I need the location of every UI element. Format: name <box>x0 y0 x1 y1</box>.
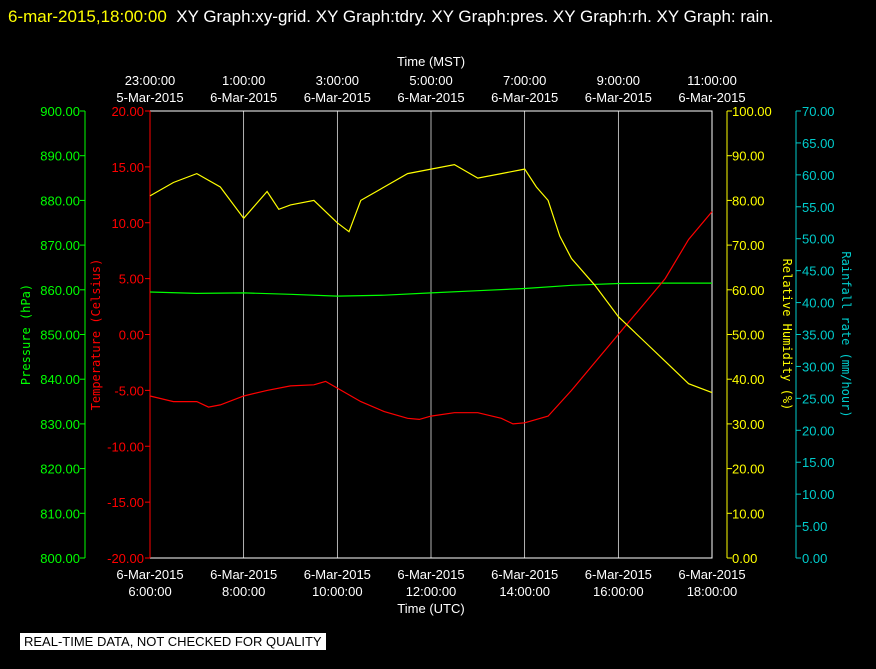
x-bottom-axis-title: Time (UTC) <box>397 601 464 616</box>
series-lines <box>149 163 713 425</box>
humidity-tick-label: 0.00 <box>732 551 757 566</box>
rainfall-tick-label: 60.00 <box>802 168 835 183</box>
humidity-series-line <box>149 163 713 394</box>
x-bottom-tick-date: 6-Mar-2015 <box>210 567 277 582</box>
humidity-tick-label: 30.00 <box>732 417 765 432</box>
rainfall-axis-title: Rainfall rate (mm/hour) <box>839 251 853 417</box>
humidity-tick-label: 100.00 <box>732 104 772 119</box>
rainfall-tick-label: 55.00 <box>802 200 835 215</box>
rainfall-tick-label: 45.00 <box>802 264 835 279</box>
temperature-tick-label: 15.00 <box>111 160 144 175</box>
graph-title: 6-mar-2015,18:00:00 XY Graph:xy-grid. XY… <box>8 2 868 31</box>
humidity-axis-title: Relative Humidity (%) <box>780 259 794 411</box>
quality-disclaimer: REAL-TIME DATA, NOT CHECKED FOR QUALITY <box>20 633 326 650</box>
rainfall-tick-label: 15.00 <box>802 455 835 470</box>
rainfall-tick-label: 40.00 <box>802 296 835 311</box>
temperature-tick-label: -5.00 <box>114 383 144 398</box>
x-top-tick-time: 3:00:00 <box>316 73 359 88</box>
temperature-tick-label: 0.00 <box>119 328 144 343</box>
x-bottom-tick-date: 6-Mar-2015 <box>116 567 183 582</box>
humidity-tick-label: 10.00 <box>732 506 765 521</box>
pressure-tick-label: 870.00 <box>40 238 80 253</box>
rainfall-tick-label: 70.00 <box>802 104 835 119</box>
pressure-axis-title: Pressure (hPa) <box>19 284 33 385</box>
axis-labels: 6-Mar-2015 6:00:00 23:00:00 5-Mar-2015 6-Mar… <box>19 54 853 616</box>
humidity-tick-label: 90.00 <box>732 149 765 164</box>
humidity-tick-label: 20.00 <box>732 462 765 477</box>
pressure-tick-label: 800.00 <box>40 551 80 566</box>
x-bottom-tick-date: 6-Mar-2015 <box>304 567 371 582</box>
pressure-tick-label: 900.00 <box>40 104 80 119</box>
humidity-tick-label: 50.00 <box>732 328 765 343</box>
x-bottom-tick-time: 10:00:00 <box>312 584 363 599</box>
temperature-axis-title: Temperature (Celsius) <box>89 259 103 411</box>
grid-lines <box>243 111 619 558</box>
rainfall-tick-label: 25.00 <box>802 391 835 406</box>
x-bottom-tick-time: 14:00:00 <box>499 584 550 599</box>
x-bottom-tick-date: 6-Mar-2015 <box>678 567 745 582</box>
temperature-tick-label: 5.00 <box>119 272 144 287</box>
temperature-tick-label: 10.00 <box>111 216 144 231</box>
x-top-tick-time: 7:00:00 <box>503 73 546 88</box>
humidity-tick-label: 80.00 <box>732 193 765 208</box>
x-top-tick-date: 6-Mar-2015 <box>397 90 464 105</box>
pressure-tick-label: 830.00 <box>40 417 80 432</box>
x-top-tick-date: 6-Mar-2015 <box>585 90 652 105</box>
x-top-tick-time: 23:00:00 <box>125 73 176 88</box>
x-bottom-tick-date: 6-Mar-2015 <box>491 567 558 582</box>
humidity-tick-label: 40.00 <box>732 372 765 387</box>
temperature-tick-label: -10.00 <box>107 439 144 454</box>
x-bottom-tick-time: 6:00:00 <box>128 584 171 599</box>
pressure-tick-label: 840.00 <box>40 372 80 387</box>
x-top-tick-date: 6-Mar-2015 <box>304 90 371 105</box>
x-top-tick-date: 6-Mar-2015 <box>491 90 558 105</box>
humidity-tick-label: 60.00 <box>732 283 765 298</box>
temperature-tick-label: 20.00 <box>111 104 144 119</box>
x-top-axis-title: Time (MST) <box>397 54 465 69</box>
x-top-tick-time: 1:00:00 <box>222 73 265 88</box>
pressure-series-line <box>149 282 712 297</box>
rainfall-tick-label: 0.00 <box>802 551 827 566</box>
temperature-series-line <box>149 211 713 425</box>
temperature-tick-label: -15.00 <box>107 495 144 510</box>
x-bottom-tick-time: 18:00:00 <box>687 584 738 599</box>
axes <box>80 110 801 559</box>
pressure-tick-label: 820.00 <box>40 462 80 477</box>
x-bottom-tick-date: 6-Mar-2015 <box>397 567 464 582</box>
x-bottom-tick-time: 8:00:00 <box>222 584 265 599</box>
pressure-tick-label: 850.00 <box>40 328 80 343</box>
rainfall-tick-label: 30.00 <box>802 359 835 374</box>
x-bottom-tick-time: 16:00:00 <box>593 584 644 599</box>
pressure-tick-label: 810.00 <box>40 506 80 521</box>
pressure-tick-label: 890.00 <box>40 149 80 164</box>
rainfall-tick-label: 5.00 <box>802 519 827 534</box>
x-top-tick-date: 5-Mar-2015 <box>116 90 183 105</box>
title-graph-list: XY Graph:xy-grid. XY Graph:tdry. XY Grap… <box>176 7 774 26</box>
x-bottom-tick-date: 6-Mar-2015 <box>585 567 652 582</box>
pressure-tick-label: 860.00 <box>40 283 80 298</box>
x-top-tick-time: 9:00:00 <box>597 73 640 88</box>
x-top-tick-date: 6-Mar-2015 <box>210 90 277 105</box>
rainfall-tick-label: 35.00 <box>802 328 835 343</box>
x-bottom-tick-time: 12:00:00 <box>406 584 457 599</box>
humidity-tick-label: 70.00 <box>732 238 765 253</box>
rainfall-tick-label: 65.00 <box>802 136 835 151</box>
pressure-tick-label: 880.00 <box>40 193 80 208</box>
rainfall-tick-label: 20.00 <box>802 423 835 438</box>
rainfall-tick-label: 50.00 <box>802 232 835 247</box>
x-top-tick-time: 5:00:00 <box>409 73 452 88</box>
temperature-tick-label: -20.00 <box>107 551 144 566</box>
x-top-tick-time: 11:00:00 <box>687 73 737 88</box>
x-top-tick-date: 6-Mar-2015 <box>678 90 745 105</box>
rainfall-tick-label: 10.00 <box>802 487 835 502</box>
title-date-time: 6-mar-2015,18:00:00 <box>8 7 167 26</box>
